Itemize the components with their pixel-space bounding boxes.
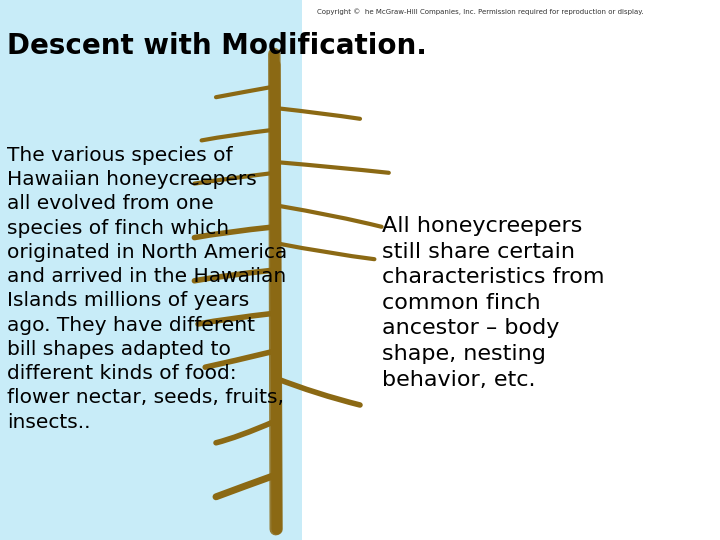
Text: Copyright ©  he McGraw-Hill Companies, Inc. Permission required for reproduction: Copyright © he McGraw-Hill Companies, In… <box>317 8 644 15</box>
FancyBboxPatch shape <box>0 0 302 540</box>
Text: Descent with Modification.: Descent with Modification. <box>7 32 427 60</box>
FancyBboxPatch shape <box>302 0 720 540</box>
Text: All honeycreepers
still share certain
characteristics from
common finch
ancestor: All honeycreepers still share certain ch… <box>382 216 604 389</box>
Text: The various species of
Hawaiian honeycreepers
all evolved from one
species of fi: The various species of Hawaiian honeycre… <box>7 146 287 431</box>
